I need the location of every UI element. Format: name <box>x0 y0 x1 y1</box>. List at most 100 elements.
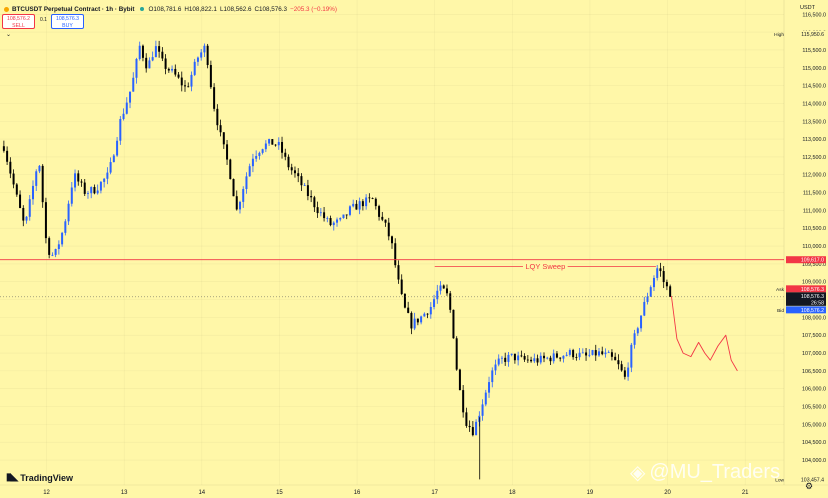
time-tick-label: 13 <box>121 490 128 496</box>
candle-body <box>213 87 216 109</box>
candle-body <box>617 360 620 365</box>
candle-body <box>433 299 436 307</box>
candle-body <box>491 370 494 383</box>
candle-body <box>652 277 655 288</box>
candle-body <box>83 182 86 194</box>
buy-label: BUY <box>62 22 73 29</box>
price-label-text: 26:58 <box>811 300 824 306</box>
candle-body <box>458 369 461 391</box>
candle-body <box>2 146 5 151</box>
candle-body <box>135 58 138 78</box>
candle-body <box>316 207 319 214</box>
time-tick-label: 17 <box>431 490 438 496</box>
watermark-logo-icon: ◈ <box>630 462 646 484</box>
candle-body <box>235 196 238 210</box>
candle-body <box>585 352 588 356</box>
time-tick-label: 16 <box>354 490 361 496</box>
candle-body <box>232 179 235 197</box>
candle-body <box>310 196 313 198</box>
candle-body <box>400 279 403 294</box>
candle-body <box>190 74 193 87</box>
candle-body <box>41 165 44 203</box>
candle-body <box>649 287 652 297</box>
candle-body <box>251 158 254 167</box>
candle-body <box>148 60 151 69</box>
candle-body <box>536 358 539 363</box>
tradingview-logo[interactable]: ▮◣ TradingView <box>6 472 73 483</box>
candle-body <box>15 184 18 195</box>
candle-body <box>274 144 277 146</box>
candle-body <box>9 161 12 174</box>
candle-body <box>281 141 284 153</box>
candle-body <box>426 313 429 315</box>
time-tick-label: 19 <box>587 490 594 496</box>
currency-label[interactable]: USDT <box>800 5 815 11</box>
candle-body <box>552 353 555 362</box>
price-axis[interactable]: 104,000.0 104,500.0 105,000.0 105,500.0 106,… <box>774 0 828 498</box>
price-label-box <box>786 285 826 293</box>
candle-body <box>132 77 135 92</box>
candle-body <box>264 143 267 150</box>
candle-body <box>54 249 57 255</box>
price-label-box <box>786 292 826 300</box>
candle-body <box>112 155 115 163</box>
gear-icon[interactable]: ⚙ <box>805 481 814 491</box>
candle-body <box>67 203 70 222</box>
candle-body <box>471 427 474 436</box>
candle-body <box>154 46 157 58</box>
resistance-label-box <box>786 256 826 264</box>
price-tick-label: 107,500.0 <box>802 333 826 339</box>
sell-button[interactable]: 108,576.2 SELL <box>2 14 35 29</box>
candle-body <box>226 144 229 160</box>
candle-body <box>546 357 549 359</box>
time-tick-label: 15 <box>276 490 283 496</box>
candle-body <box>319 212 322 214</box>
candle-body <box>413 318 416 329</box>
candle-body <box>342 214 345 219</box>
price-tick-label: 107,000.0 <box>802 351 826 357</box>
symbol-title[interactable]: BTCUSDT Perpetual Contract · 1h · Bybit <box>12 5 135 13</box>
candle-body <box>562 355 565 359</box>
candle-body <box>465 412 468 426</box>
candle-body <box>28 199 31 217</box>
price-label-box <box>786 475 826 483</box>
candle-body <box>407 307 410 313</box>
bybit-logo-icon <box>4 6 9 12</box>
candle-body <box>222 132 225 145</box>
time-tick-label: 21 <box>742 490 749 496</box>
candle-body <box>575 357 578 358</box>
price-tick-label: 105,500.0 <box>802 405 826 411</box>
candle-body <box>429 306 432 315</box>
candle-body <box>455 338 458 370</box>
buy-button[interactable]: 108,576.3 BUY <box>51 14 84 29</box>
candle-body <box>64 221 67 233</box>
candle-body <box>578 352 581 358</box>
candle-body <box>313 197 316 208</box>
candle-body <box>277 141 280 146</box>
candle-body <box>248 166 251 177</box>
candle-body <box>158 46 161 52</box>
candlestick-series <box>2 40 672 480</box>
chevron-down-icon[interactable]: ⌄ <box>6 32 12 38</box>
candle-body <box>475 421 478 436</box>
price-label-tag: High <box>774 32 784 38</box>
candle-body <box>339 218 342 220</box>
time-axis[interactable]: 12 13 14 15 16 17 18 19 20 21 <box>0 484 828 496</box>
price-label-text: 108,576.2 <box>801 308 824 314</box>
candle-body <box>326 218 329 219</box>
candle-body <box>494 364 497 371</box>
candle-body <box>504 357 507 362</box>
price-tick-label: 113,000.0 <box>802 137 826 143</box>
candle-body <box>358 201 361 210</box>
candle-body <box>442 285 445 289</box>
sell-label: SELL <box>12 22 25 29</box>
candle-body <box>607 352 610 354</box>
price-label-text: 115,950.6 <box>801 32 824 38</box>
candle-body <box>196 57 199 62</box>
candle-body <box>533 358 536 362</box>
candle-body <box>530 359 533 362</box>
price-tick-label: 111,000.0 <box>803 208 826 214</box>
watermark-text: @MU_Traders <box>649 461 781 483</box>
candle-body <box>594 350 597 356</box>
